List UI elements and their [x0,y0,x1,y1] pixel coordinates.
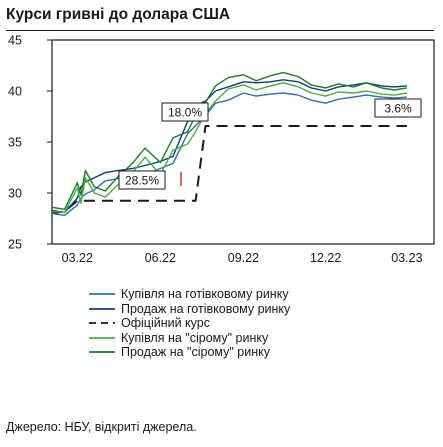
title-rule [6,30,434,31]
legend-label: Купівля на "сірому" ринку [121,330,269,345]
legend-label: Продаж на "сірому" ринку [121,345,270,359]
legend-item: Продаж на "сірому" ринку [89,345,389,360]
annotation-label-3-6pct: 3.6% [384,102,412,116]
annotation-box-28-5pct [118,170,166,190]
chart-title: Курси гривні до долара США [6,6,231,23]
series-line-3 [51,82,408,214]
legend-item: Продаж на готівковому ринку [89,302,389,317]
annotation-3-6pct: 3.6% [374,98,422,118]
y-tick-label: 40 [8,85,22,99]
x-tick-label: 03.23 [391,251,422,265]
legend-swatch [89,290,115,298]
legend-item: Офіційний курс [89,316,389,331]
y-tick-label: 25 [8,238,22,252]
legend: Купівля на готівковому ринку Продаж на г… [89,287,389,360]
y-tick-label: 30 [8,187,22,201]
y-tick-label: 35 [8,136,22,150]
annotation-box-18pct [161,102,209,122]
legend-item: Купівля на готівковому ринку [89,287,389,302]
plot-frame [51,39,435,245]
legend-label: Офіційний курс [121,316,210,330]
series-line-4 [51,71,408,211]
x-tick-label: 06.22 [145,251,176,265]
annotation-28-5pct: 28.5% [118,170,166,190]
legend-label: Купівля на готівковому ринку [121,287,289,301]
legend-swatch [89,334,115,342]
x-axis: 03.22 06.22 09.22 12.22 03.23 [62,251,423,265]
legend-swatch [89,319,115,327]
annotation-18pct: 18.0% [161,102,209,122]
annotation-label-18pct: 18.0% [168,106,202,120]
series-line-2 [51,125,407,215]
legend-swatch [89,348,115,356]
x-tick-label: 03.22 [62,251,93,265]
x-tick-label: 12.22 [310,251,341,265]
x-tick-label: 09.22 [228,251,259,265]
annotation-box-3-6pct [374,98,422,118]
series-lines [51,71,408,217]
series-line-1 [51,79,407,214]
source-note: Джерело: НБУ, відкриті джерела. [6,420,197,434]
y-axis: 25 30 35 40 45 [8,34,52,252]
legend-label: Продаж на готівковому ринку [121,301,291,316]
y-tick-label: 45 [8,34,22,48]
legend-swatch [89,305,115,313]
legend-item: Купівля на "сірому" ринку [89,331,389,346]
annotation-label-28-5pct: 28.5% [125,174,159,188]
